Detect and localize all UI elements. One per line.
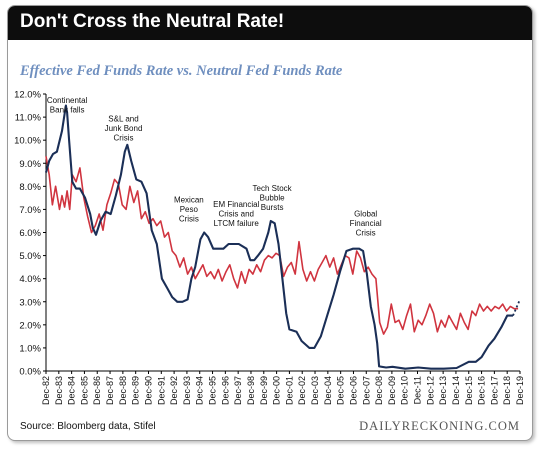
line-chart: 0.0% 1.0% 2.0% 3.0% 4.0% 5.0% 6.0% 7.0% 8.0% 9.0%… bbox=[14, 90, 525, 406]
brand-logo-text: DAILYRECKONING.COM bbox=[359, 419, 520, 433]
neutral-rate-line bbox=[45, 156, 519, 335]
x-tick-label: Dec-14 bbox=[451, 376, 461, 405]
x-tick-label: Dec-07 bbox=[361, 376, 371, 405]
y-tick-label: 0.0% bbox=[19, 367, 41, 378]
x-tick-label: Dec-99 bbox=[259, 376, 269, 405]
annotation-line: Continental bbox=[47, 96, 88, 105]
x-tick-label: Dec-15 bbox=[464, 376, 474, 405]
x-tick-label: Dec-93 bbox=[182, 376, 192, 405]
effective-rate-line bbox=[44, 104, 513, 370]
annotation-line: Global bbox=[354, 209, 377, 218]
annotation-line: Bank falls bbox=[50, 106, 85, 115]
x-tick-label: Dec-88 bbox=[118, 376, 128, 405]
annotation-line: Peso bbox=[180, 205, 199, 214]
x-axis-ticks: Dec-82 Dec-83 Dec-84 Dec-85 Dec-86 Dec-87 Dec-… bbox=[41, 371, 525, 405]
page-title: Don't Cross the Neutral Rate! bbox=[20, 11, 285, 32]
annotation-line: Financial bbox=[350, 219, 382, 228]
chart-series bbox=[44, 104, 521, 370]
y-tick-label: 1.0% bbox=[19, 343, 41, 354]
x-tick-label: Dec-98 bbox=[246, 376, 256, 405]
x-tick-label: Dec-90 bbox=[143, 376, 153, 405]
annotation-line: Crisis and bbox=[218, 210, 254, 219]
x-tick-label: Dec-82 bbox=[41, 376, 51, 405]
y-tick-label: 5.0% bbox=[19, 251, 41, 262]
x-tick-label: Dec-08 bbox=[374, 376, 384, 405]
y-tick-label: 10.0% bbox=[14, 136, 41, 147]
x-tick-label: Dec-01 bbox=[284, 376, 294, 405]
y-tick-label: 2.0% bbox=[19, 320, 41, 331]
annotation-label: Global Financial Crisis bbox=[350, 209, 382, 237]
chart-frame: Don't Cross the Neutral Rate! Effective … bbox=[7, 5, 533, 441]
y-tick-label: 4.0% bbox=[19, 274, 41, 285]
x-tick-label: Dec-87 bbox=[105, 376, 115, 405]
annotation-line: S&L and bbox=[108, 115, 138, 124]
annotation-line: Bubble bbox=[260, 193, 285, 202]
x-tick-label: Dec-06 bbox=[348, 376, 358, 405]
x-tick-label: Dec-04 bbox=[323, 376, 333, 405]
x-tick-label: Dec-89 bbox=[131, 376, 141, 405]
x-tick-label: Dec-85 bbox=[79, 376, 89, 405]
x-tick-label: Dec-94 bbox=[195, 376, 205, 405]
annotation-label: Tech Stock Bubble Bursts bbox=[253, 184, 293, 212]
x-tick-label: Dec-18 bbox=[502, 376, 512, 405]
annotation-line: Tech Stock bbox=[253, 184, 293, 193]
x-tick-label: Dec-95 bbox=[208, 376, 218, 405]
y-tick-label: 9.0% bbox=[19, 159, 41, 170]
annotation-line: EM Financial bbox=[213, 200, 259, 209]
source-note: Source: Bloomberg data, Stifel bbox=[20, 421, 156, 432]
x-tick-label: Dec-17 bbox=[489, 376, 499, 405]
annotation-label: Mexican Peso Crisis bbox=[174, 195, 204, 223]
y-tick-label: 3.0% bbox=[19, 297, 41, 308]
x-tick-label: Dec-10 bbox=[400, 376, 410, 405]
x-tick-label: Dec-03 bbox=[310, 376, 320, 405]
y-axis-ticks: 0.0% 1.0% 2.0% 3.0% 4.0% 5.0% 6.0% 7.0% 8.0% 9.0%… bbox=[14, 90, 46, 378]
x-tick-label: Dec-91 bbox=[156, 376, 166, 405]
annotation-line: Crisis bbox=[356, 228, 376, 237]
chart-subtitle: Effective Fed Funds Rate vs. Neutral Fed… bbox=[20, 63, 343, 79]
annotation-line: Mexican bbox=[174, 195, 204, 204]
x-tick-label: Dec-09 bbox=[387, 376, 397, 405]
annotation-label: EM Financial Crisis and LTCM failure bbox=[213, 200, 259, 228]
x-tick-label: Dec-05 bbox=[336, 376, 346, 405]
annotation-line: Crisis bbox=[179, 214, 199, 223]
annotation-line: Crisis bbox=[114, 134, 134, 143]
title-bar: Don't Cross the Neutral Rate! bbox=[8, 6, 532, 40]
x-tick-label: Dec-86 bbox=[92, 376, 102, 405]
y-tick-label: 12.0% bbox=[14, 90, 41, 101]
x-tick-label: Dec-13 bbox=[438, 376, 448, 405]
y-tick-label: 8.0% bbox=[19, 182, 41, 193]
y-tick-label: 7.0% bbox=[19, 205, 41, 216]
y-tick-label: 11.0% bbox=[15, 113, 42, 124]
x-tick-label: Dec-84 bbox=[67, 376, 77, 405]
x-tick-label: Dec-19 bbox=[515, 376, 525, 405]
x-tick-label: Dec-83 bbox=[54, 376, 64, 405]
x-tick-label: Dec-96 bbox=[220, 376, 230, 405]
x-tick-label: Dec-16 bbox=[477, 376, 487, 405]
x-tick-label: Dec-11 bbox=[413, 376, 423, 404]
effective-projection-rate-line bbox=[512, 299, 521, 316]
annotation-line: Bursts bbox=[261, 203, 284, 212]
x-tick-label: Dec-92 bbox=[169, 376, 179, 405]
annotation-label: S&L and Junk Bond Crisis bbox=[105, 115, 143, 143]
x-tick-label: Dec-00 bbox=[272, 376, 282, 405]
x-tick-label: Dec-12 bbox=[425, 376, 435, 405]
annotation-label: Continental Bank falls bbox=[47, 96, 88, 115]
y-tick-label: 6.0% bbox=[19, 228, 41, 239]
annotation-line: LTCM failure bbox=[214, 219, 260, 228]
x-tick-label: Dec-97 bbox=[233, 376, 243, 405]
x-tick-label: Dec-02 bbox=[297, 376, 307, 405]
annotation-line: Junk Bond bbox=[105, 124, 143, 133]
